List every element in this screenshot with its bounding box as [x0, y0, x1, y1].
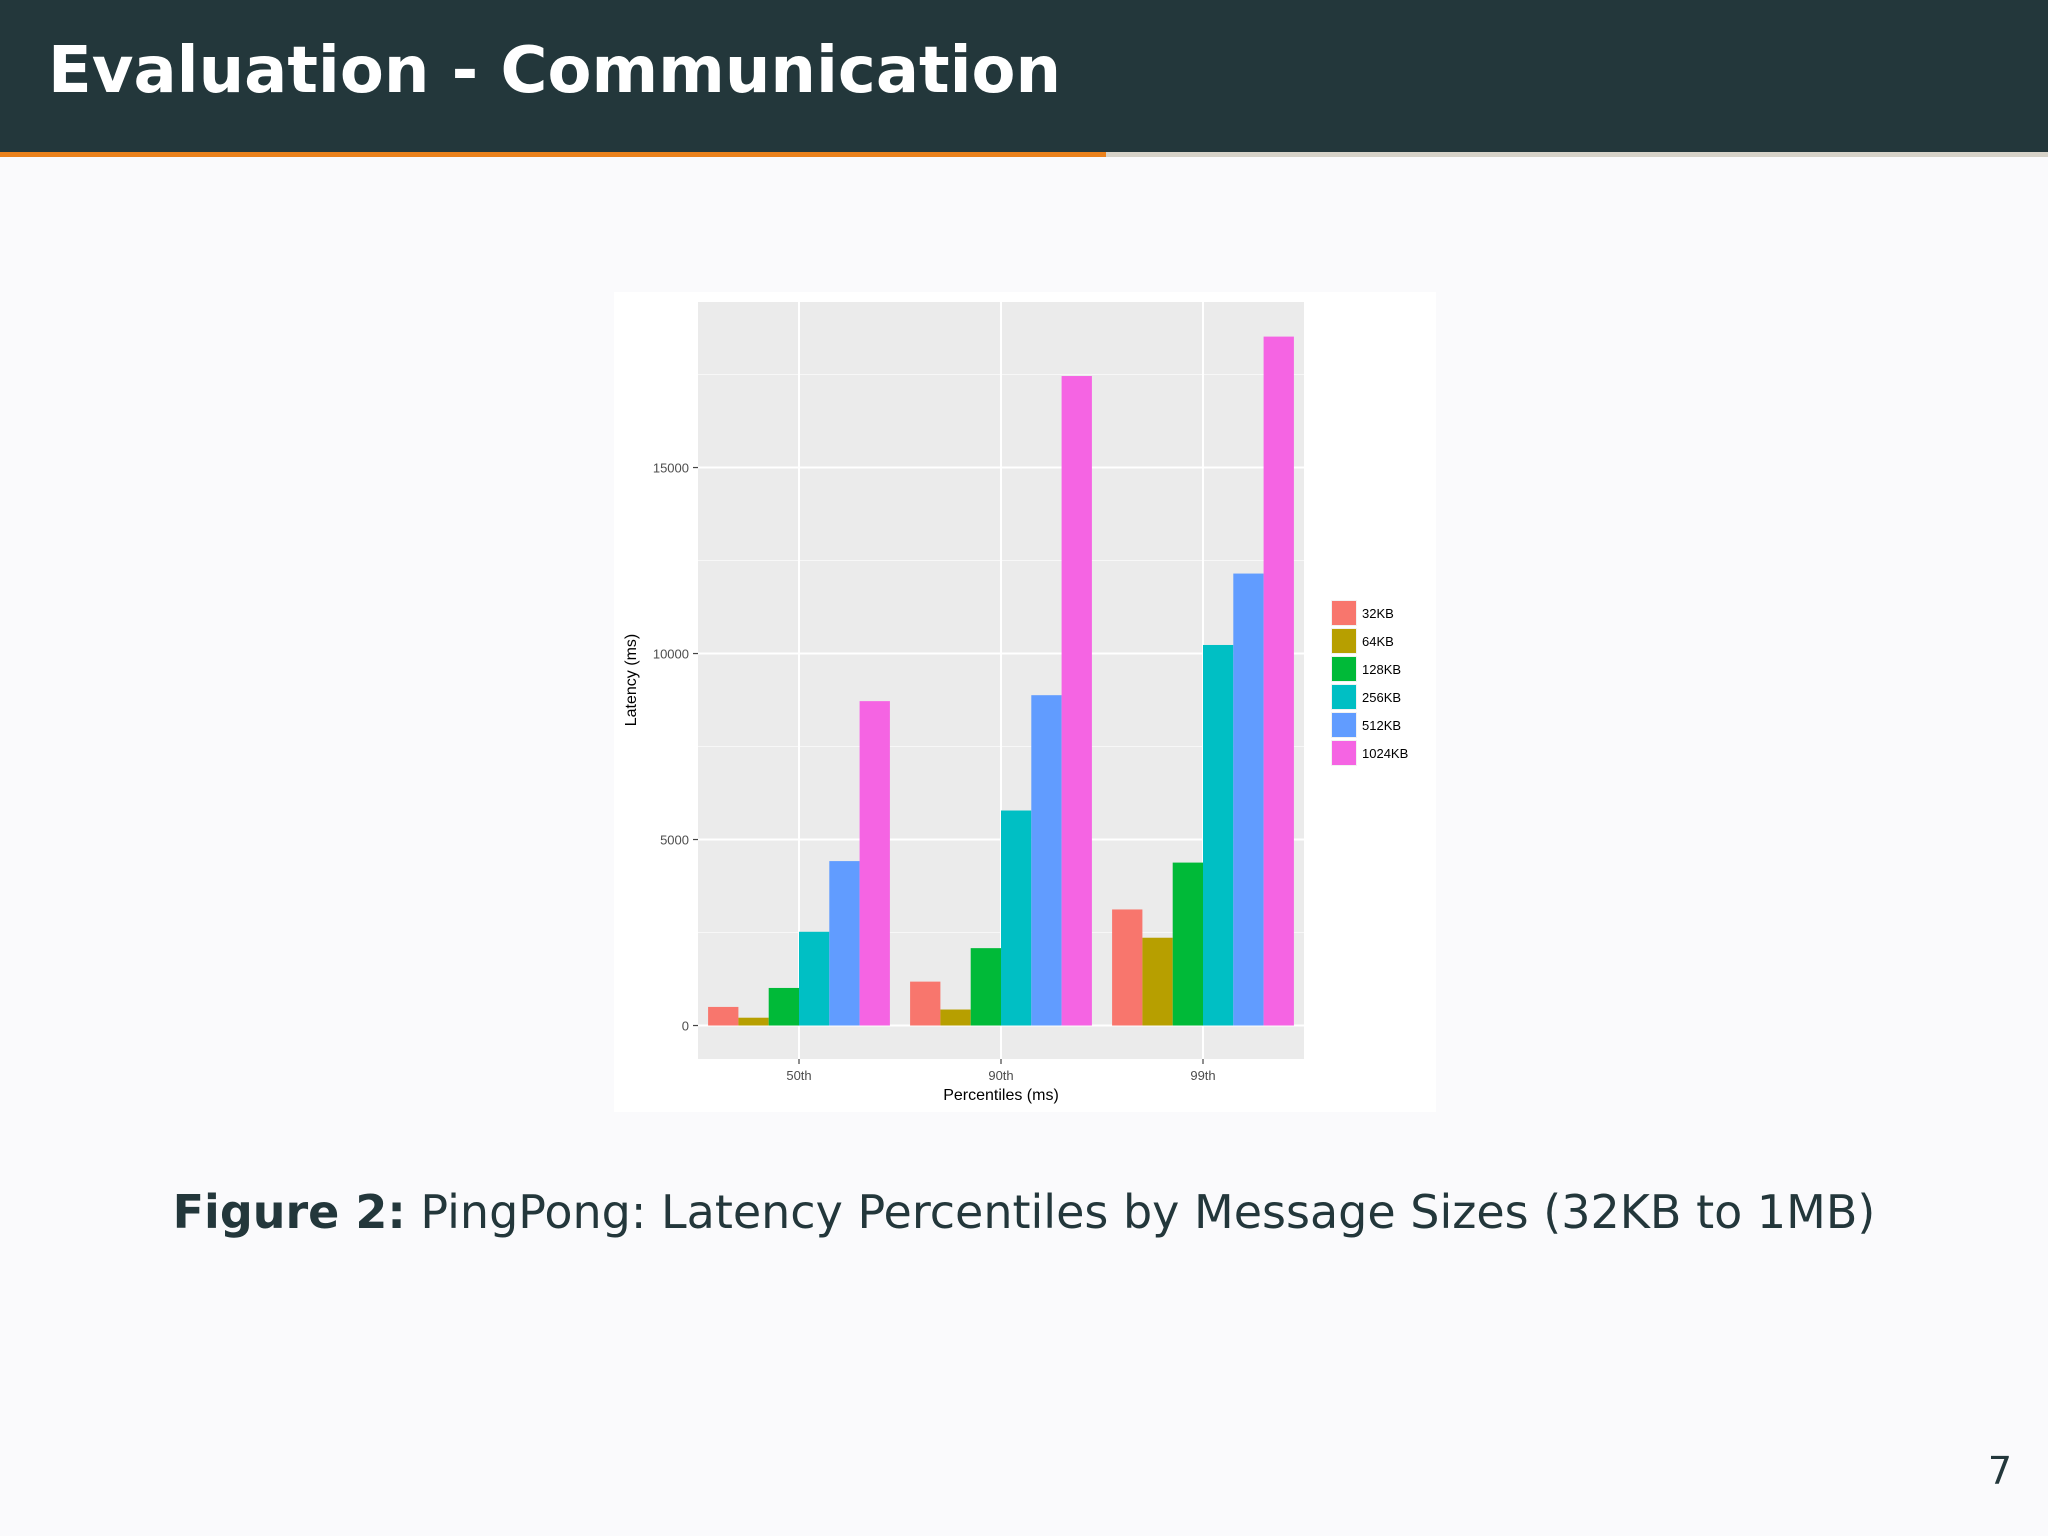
- caption-label: Figure 2:: [172, 1185, 406, 1239]
- legend-label: 32KB: [1362, 606, 1394, 621]
- legend-label: 256KB: [1362, 690, 1401, 705]
- legend-swatch-1024KB: [1332, 741, 1356, 765]
- y-tick-label: 10000: [653, 647, 689, 662]
- legend-swatch-512KB: [1332, 713, 1356, 737]
- x-axis: 50th 90th 99th: [786, 1059, 1216, 1083]
- bar-64KB-50th: [738, 1017, 769, 1026]
- y-axis-title: Latency (ms): [623, 634, 640, 726]
- slide-title: Evaluation - Communication: [48, 34, 1062, 108]
- progress-bar: [0, 152, 2048, 157]
- legend-swatch-256KB: [1332, 685, 1356, 709]
- y-tick-label: 15000: [653, 461, 689, 476]
- x-tick-label: 90th: [988, 1068, 1013, 1083]
- bar-32KB-90th: [910, 981, 941, 1026]
- bar-32KB-50th: [708, 1006, 739, 1026]
- y-tick-label: 5000: [660, 833, 689, 848]
- figure: 0 5000 10000 15000 50th 90th 99th Percentiles…: [614, 292, 1436, 1112]
- bar-512KB-99th: [1233, 573, 1264, 1026]
- bar-128KB-99th: [1172, 862, 1203, 1026]
- legend: 32KB 64KB 128KB 256KB 512KB 1024KB: [1331, 600, 1408, 766]
- legend-swatch-32KB: [1332, 601, 1356, 625]
- bar-64KB-99th: [1142, 937, 1173, 1026]
- progress-bar-fill: [0, 152, 1106, 157]
- bar-64KB-90th: [940, 1009, 971, 1026]
- bar-1024KB-50th: [859, 701, 890, 1026]
- bar-32KB-99th: [1112, 909, 1143, 1026]
- legend-label: 1024KB: [1362, 746, 1408, 761]
- page-number: 7: [1987, 1449, 2012, 1493]
- legend-label: 512KB: [1362, 718, 1401, 733]
- bar-512KB-50th: [829, 861, 860, 1026]
- bar-512KB-90th: [1031, 695, 1062, 1026]
- bar-chart: 0 5000 10000 15000 50th 90th 99th Percentiles…: [623, 302, 1408, 1104]
- legend-swatch-128KB: [1332, 657, 1356, 681]
- y-axis: 0 5000 10000 15000: [653, 461, 698, 1034]
- bar-1024KB-90th: [1061, 376, 1092, 1026]
- x-axis-title: Percentiles (ms): [943, 1087, 1059, 1104]
- x-tick-label: 50th: [786, 1068, 811, 1083]
- bar-256KB-90th: [1001, 810, 1032, 1026]
- bar-128KB-90th: [970, 948, 1001, 1026]
- bar-1024KB-99th: [1263, 336, 1294, 1026]
- figure-caption: Figure 2: PingPong: Latency Percentiles …: [0, 1180, 2048, 1244]
- caption-text: PingPong: Latency Percentiles by Message…: [420, 1185, 1876, 1239]
- legend-swatch-64KB: [1332, 629, 1356, 653]
- legend-label: 64KB: [1362, 634, 1394, 649]
- bar-256KB-99th: [1203, 644, 1234, 1026]
- y-tick-label: 0: [682, 1019, 689, 1034]
- bar-256KB-50th: [799, 931, 830, 1026]
- x-tick-label: 99th: [1190, 1068, 1215, 1083]
- bar-128KB-50th: [768, 987, 799, 1026]
- legend-label: 128KB: [1362, 662, 1401, 677]
- slide-header: Evaluation - Communication: [0, 0, 2048, 152]
- bars: [708, 336, 1294, 1026]
